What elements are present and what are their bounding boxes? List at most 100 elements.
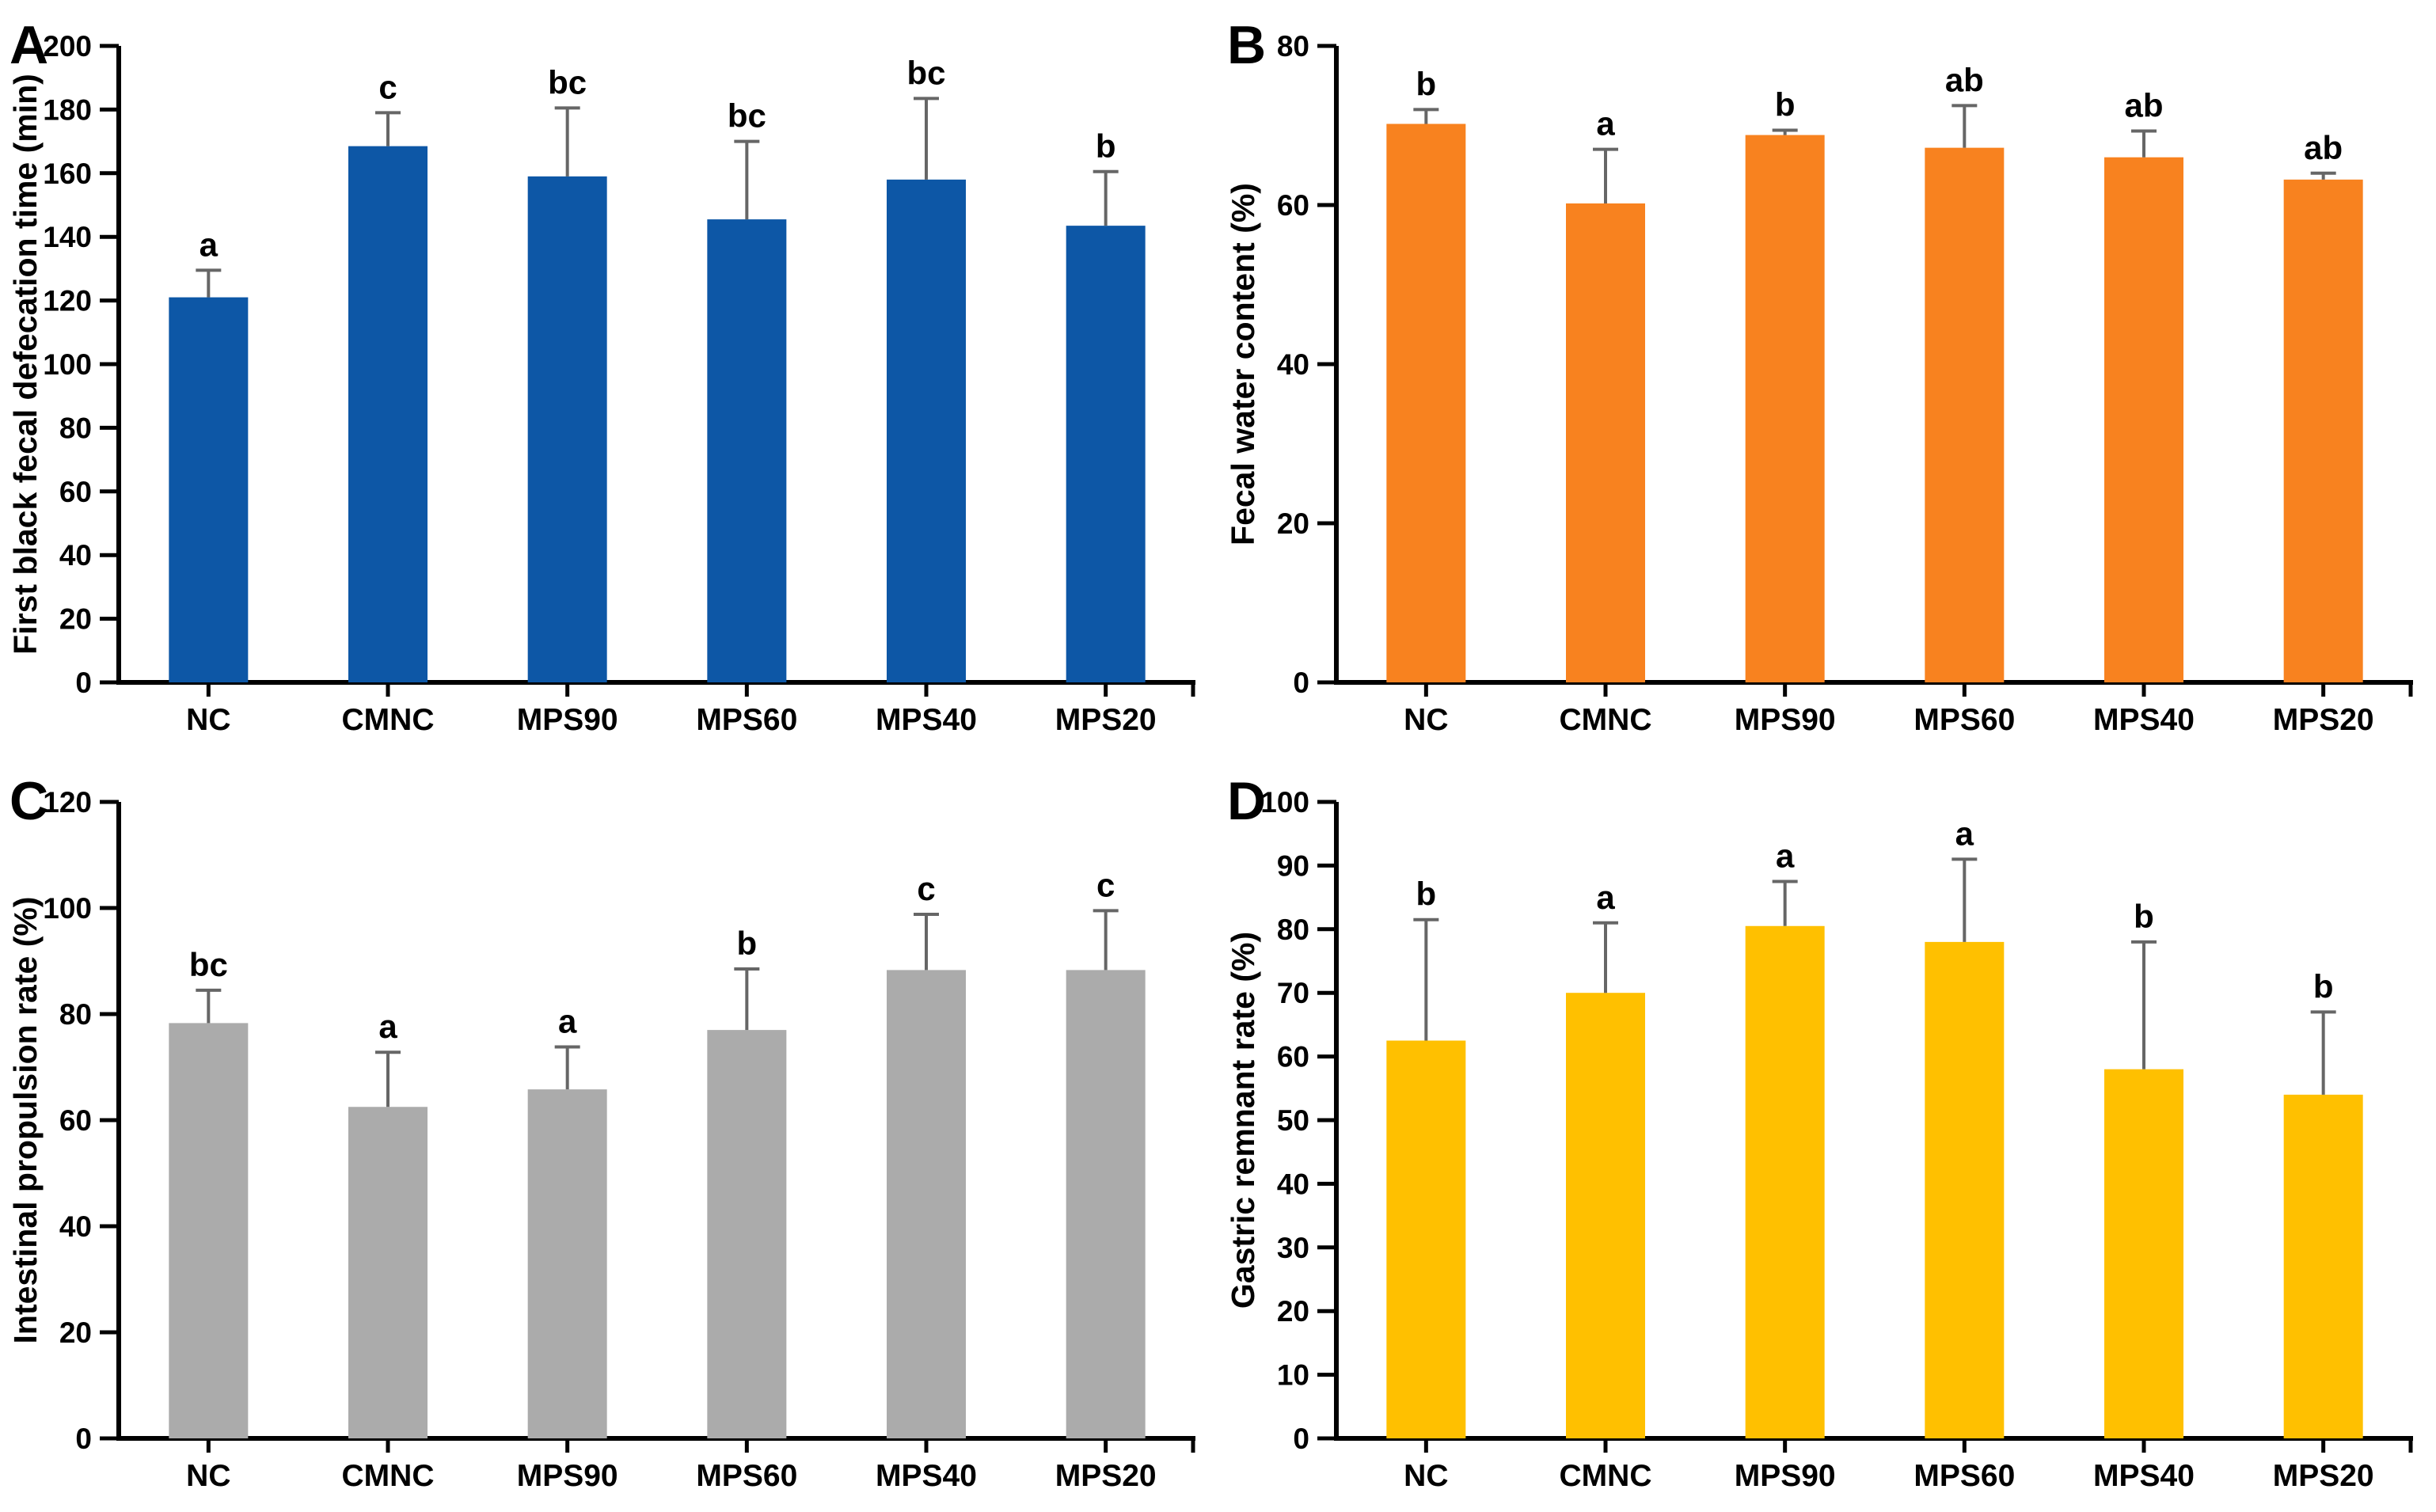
category-label: MPS40 bbox=[2093, 1459, 2195, 1493]
y-tick-label: 90 bbox=[1277, 849, 1309, 882]
category-label: MPS60 bbox=[1913, 1459, 2015, 1493]
y-tick-label: 0 bbox=[1293, 667, 1309, 699]
category-label: NC bbox=[1404, 1459, 1448, 1493]
category-label: CMNC bbox=[1560, 1459, 1652, 1493]
y-tick-label: 0 bbox=[75, 1423, 92, 1455]
bar-mps40 bbox=[2104, 1069, 2183, 1438]
category-label: NC bbox=[186, 703, 230, 737]
y-tick-label: 20 bbox=[1277, 1295, 1309, 1328]
y-tick-label: 0 bbox=[1293, 1423, 1309, 1455]
y-tick-label: 40 bbox=[1277, 1168, 1309, 1200]
category-label: MPS90 bbox=[1735, 1459, 1836, 1493]
y-axis-title: First black fecal defecation time (min) bbox=[7, 74, 44, 655]
bar-cmnc bbox=[1566, 203, 1645, 682]
y-tick-label: 60 bbox=[1277, 189, 1309, 222]
bar-cmnc bbox=[348, 1107, 428, 1438]
sig-letter: b bbox=[737, 925, 758, 962]
bar-mps40 bbox=[887, 970, 966, 1438]
y-tick-label: 10 bbox=[1277, 1359, 1309, 1392]
sig-letter: c bbox=[1096, 866, 1115, 903]
sig-letter: a bbox=[558, 1003, 577, 1040]
y-tick-label: 20 bbox=[59, 603, 92, 636]
sig-letter: ab bbox=[1945, 61, 1984, 98]
panel-letter: D bbox=[1227, 771, 1266, 831]
sig-letter: a bbox=[378, 1008, 397, 1045]
sig-letter: bc bbox=[906, 54, 945, 91]
y-axis-title: Fecal water content (%) bbox=[1225, 183, 1261, 545]
bar-cmnc bbox=[348, 146, 428, 682]
sig-letter: a bbox=[1596, 879, 1615, 916]
sig-letter: a bbox=[200, 226, 219, 263]
bar-nc bbox=[1386, 123, 1466, 683]
category-label: CMNC bbox=[342, 1459, 435, 1493]
sig-letter: bc bbox=[189, 946, 228, 983]
panel-b-fecal-water-content: B 0 20 40 60 80 Fecal water content (%) b NC a CMN… bbox=[1218, 0, 2436, 756]
category-label: MPS60 bbox=[1913, 703, 2015, 737]
sig-letter: bc bbox=[548, 63, 587, 101]
y-tick-label: 160 bbox=[43, 158, 92, 190]
panel-a-first-black-fecal-defecation-time: A 0 20 40 60 80 100 120 140 160 180 200 First black … bbox=[0, 0, 1218, 756]
bar-mps60 bbox=[707, 219, 787, 683]
category-label: MPS90 bbox=[517, 703, 618, 737]
y-tick-label: 120 bbox=[43, 285, 92, 317]
y-tick-label: 20 bbox=[59, 1316, 92, 1349]
sig-letter: b bbox=[1416, 65, 1437, 102]
category-label: MPS40 bbox=[876, 703, 977, 737]
bar-mps90 bbox=[1745, 135, 1825, 682]
sig-letter: ab bbox=[2124, 87, 2163, 124]
bar-mps90 bbox=[527, 1089, 607, 1438]
y-tick-label: 40 bbox=[1277, 348, 1309, 381]
y-tick-label: 70 bbox=[1277, 977, 1309, 1009]
y-tick-label: 120 bbox=[43, 786, 92, 819]
category-label: MPS60 bbox=[696, 1459, 797, 1493]
sig-letter: b bbox=[2313, 967, 2334, 1005]
y-tick-label: 80 bbox=[1277, 914, 1309, 946]
sig-letter: b bbox=[2134, 898, 2154, 935]
panel-letter: A bbox=[10, 15, 48, 75]
bar-mps40 bbox=[887, 179, 966, 683]
y-tick-label: 180 bbox=[43, 93, 92, 126]
sig-letter: b bbox=[1775, 86, 1796, 123]
category-label: MPS20 bbox=[1055, 703, 1157, 737]
bar-mps20 bbox=[1066, 970, 1146, 1438]
sig-letter: c bbox=[917, 870, 935, 907]
bar-mps90 bbox=[527, 176, 607, 682]
y-tick-label: 100 bbox=[43, 892, 92, 925]
y-axis-title: Intestinal propulsion rate (%) bbox=[7, 897, 44, 1344]
y-tick-label: 140 bbox=[43, 221, 92, 253]
y-tick-label: 200 bbox=[43, 30, 92, 63]
bar-mps90 bbox=[1745, 925, 1825, 1438]
category-label: MPS60 bbox=[696, 703, 797, 737]
y-tick-label: 60 bbox=[1277, 1041, 1309, 1073]
bar-cmnc bbox=[1566, 993, 1645, 1438]
sig-letter: bc bbox=[728, 97, 766, 135]
category-label: NC bbox=[1404, 703, 1448, 737]
panel-c-intestinal-propulsion-rate: C 0 20 40 60 80 100 120 Intestinal propulsion ra… bbox=[0, 756, 1218, 1512]
y-axis-title: Gastric remnant rate (%) bbox=[1225, 932, 1261, 1309]
bar-mps20 bbox=[2283, 1094, 2363, 1438]
category-label: MPS40 bbox=[2093, 703, 2195, 737]
y-tick-label: 100 bbox=[43, 348, 92, 381]
category-label: MPS40 bbox=[876, 1459, 977, 1493]
sig-letter: a bbox=[1955, 815, 1974, 852]
bar-mps60 bbox=[1925, 147, 2005, 682]
bar-nc bbox=[169, 297, 249, 682]
panel-a-chart: A 0 20 40 60 80 100 120 140 160 180 200 First black … bbox=[7, 15, 1195, 737]
sig-letter: a bbox=[1596, 105, 1615, 142]
y-tick-label: 60 bbox=[59, 1104, 92, 1137]
y-tick-label: 0 bbox=[75, 667, 92, 699]
panel-c-chart: C 0 20 40 60 80 100 120 Intestinal propulsion ra… bbox=[7, 771, 1195, 1493]
bar-mps20 bbox=[1066, 226, 1146, 682]
sig-letter: ab bbox=[2304, 129, 2343, 166]
category-label: CMNC bbox=[342, 703, 435, 737]
y-tick-label: 30 bbox=[1277, 1232, 1309, 1264]
category-label: MPS20 bbox=[2273, 1459, 2374, 1493]
y-tick-label: 40 bbox=[59, 539, 92, 572]
category-label: MPS90 bbox=[1735, 703, 1836, 737]
category-label: MPS20 bbox=[1055, 1459, 1157, 1493]
bar-nc bbox=[1386, 1040, 1466, 1438]
bar-nc bbox=[169, 1023, 249, 1438]
category-label: CMNC bbox=[1560, 703, 1652, 737]
sig-letter: a bbox=[1776, 838, 1795, 875]
